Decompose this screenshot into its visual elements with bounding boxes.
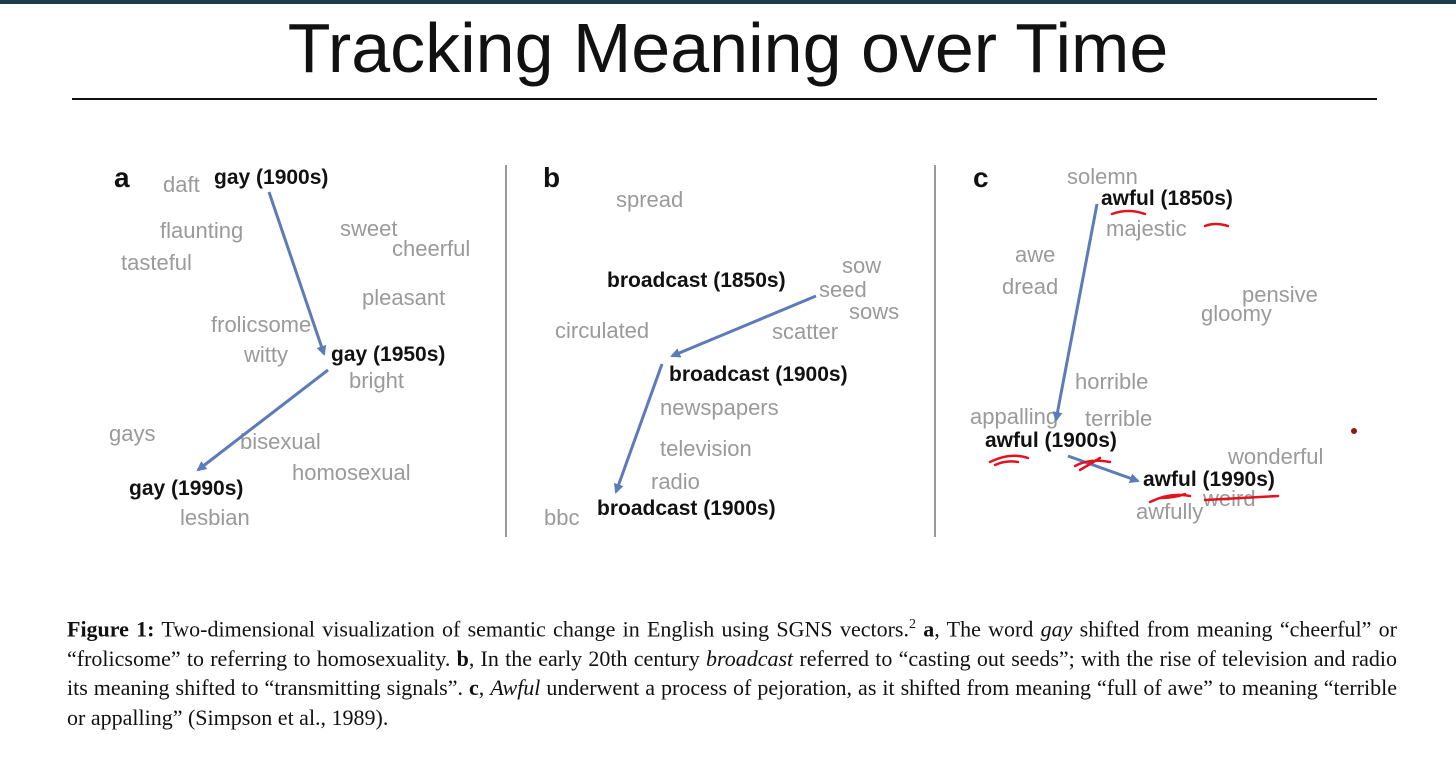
focus-word: gay (1950s) (331, 343, 445, 366)
neighbor-word: bright (349, 368, 404, 393)
red-annotations (988, 209, 1280, 504)
shift-arrow (670, 294, 817, 358)
figure-caption: Figure 1: Two-dimensional visualization … (67, 610, 1397, 732)
neighbor-word: scatter (772, 319, 838, 344)
neighbor-word: dread (1002, 274, 1058, 299)
caption-text: referred to “casting out seeds”; with th… (67, 645, 1397, 701)
panel-label: b (543, 162, 560, 193)
top-accent-bar (0, 0, 1456, 4)
footnote-marker: 2 (908, 617, 916, 632)
neighbor-word: pleasant (362, 285, 445, 310)
focus-word: broadcast (1900s) (597, 497, 776, 520)
neighbor-word: seed (819, 277, 867, 302)
caption-text: Two-dimensional visualization of semanti… (154, 616, 909, 642)
neighbor-word: flaunting (160, 218, 243, 243)
neighbor-word: radio (651, 469, 700, 494)
neighbor-word: wonderful (1227, 444, 1323, 469)
neighbor-word: terrible (1085, 406, 1152, 431)
focus-word: awful (1900s) (985, 429, 1117, 452)
neighbor-word: sweet (340, 216, 397, 241)
shift-arrow (1067, 454, 1140, 484)
slide-title: Tracking Meaning over Time (287, 9, 1169, 87)
panel-label: a (114, 162, 130, 193)
neighbor-word: awfully (1136, 499, 1203, 524)
neighbor-word: homosexual (292, 460, 411, 485)
focus-word: awful (1990s) (1143, 468, 1275, 491)
neighbor-word: tasteful (121, 250, 192, 275)
neighbor-word: gays (109, 421, 155, 446)
neighbor-word: spread (616, 187, 683, 212)
neighbor-word: sows (849, 299, 899, 324)
neighbor-word: majestic (1106, 216, 1187, 241)
caption-panel-label: a (923, 616, 935, 642)
neighbor-word: frolicsome (211, 312, 311, 337)
neighbor-word: witty (243, 342, 288, 367)
caption-panel-label: c (469, 675, 479, 701)
caption-text: shifted from meaning “cheerful” or “frol… (67, 616, 1398, 671)
caption-panel-label: b (456, 645, 469, 671)
caption-text: , The word (934, 616, 1041, 642)
neighbor-word: bbc (544, 505, 579, 530)
neighbor-word: daft (163, 172, 200, 197)
caption-term: broadcast (705, 645, 794, 671)
neighbor-word: television (660, 436, 752, 461)
shift-arrow (1052, 203, 1099, 422)
caption-text: , In the early 20th century (468, 645, 706, 671)
focus-word: gay (1900s) (214, 166, 328, 189)
neighbor-word: appalling (970, 404, 1058, 429)
neighbor-word: circulated (555, 318, 649, 343)
neighbor-word: cheerful (392, 236, 470, 261)
caption-label: Figure 1: (67, 616, 155, 642)
semantic-change-figure: a daft flaunting tasteful sweet cheerful… (109, 162, 1323, 537)
shift-arrow (196, 368, 329, 472)
neighbor-word: sow (842, 253, 881, 278)
shift-arrow (267, 191, 327, 356)
neighbor-word: awe (1015, 242, 1055, 267)
panel-label: c (973, 162, 989, 193)
panel-c: c solemn majestic awe dread pensive gloo… (970, 162, 1323, 524)
neighbor-word: pensive (1242, 282, 1318, 307)
neighbor-word: solemn (1067, 164, 1138, 189)
title-underline (72, 98, 1377, 100)
caption-term: gay (1040, 616, 1073, 642)
neighbor-word: newspapers (660, 395, 779, 420)
focus-word: gay (1990s) (129, 477, 243, 500)
neighbor-word: lesbian (180, 505, 250, 530)
focus-word: broadcast (1850s) (607, 269, 786, 292)
neighbor-word: horrible (1075, 369, 1148, 394)
caption-text: underwent a process of pejoration, as it… (67, 675, 1398, 730)
neighbor-word: gloomy (1201, 301, 1272, 326)
panel-a: a daft flaunting tasteful sweet cheerful… (109, 162, 470, 530)
stray-dot (1351, 428, 1357, 434)
panel-b: b spread sow seed sows circulated scatte… (543, 162, 899, 530)
shift-arrow (614, 363, 664, 494)
focus-word: awful (1850s) (1101, 187, 1233, 210)
caption-term: Awful (490, 675, 541, 701)
caption-text: , (478, 675, 491, 701)
neighbor-word: bisexual (240, 429, 321, 454)
focus-word: broadcast (1900s) (669, 363, 848, 386)
